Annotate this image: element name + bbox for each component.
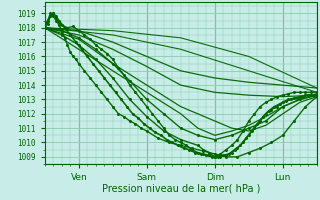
- X-axis label: Pression niveau de la mer( hPa ): Pression niveau de la mer( hPa ): [102, 183, 260, 193]
